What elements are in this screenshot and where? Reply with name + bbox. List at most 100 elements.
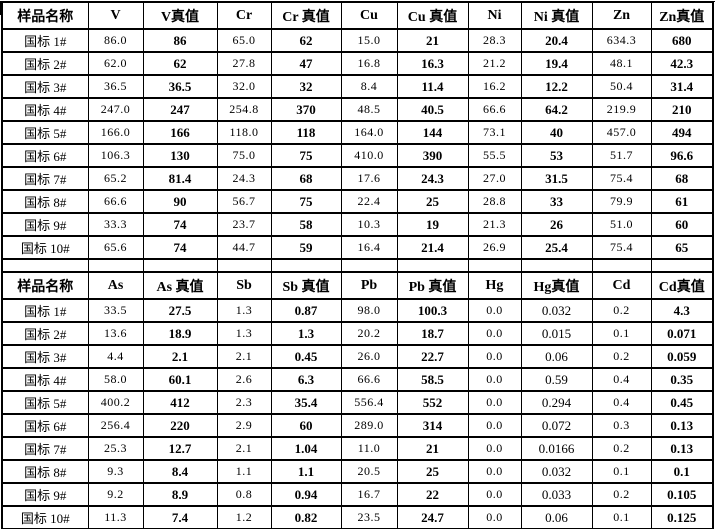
value-cell: 4.3 bbox=[650, 298, 714, 323]
table-row: 国标 2# 13.6 18.9 1.3 1.3 20.2 18.7 0.0 0.015 0.1 0.… bbox=[1, 321, 714, 346]
value-cell: 144 bbox=[396, 120, 469, 145]
value-cell: 6.3 bbox=[270, 367, 342, 392]
spacer-cell bbox=[650, 258, 714, 273]
column-header: Ni 真值 bbox=[520, 1, 593, 30]
value-cell: 1.3 bbox=[216, 298, 272, 323]
value-cell: 0.1 bbox=[650, 459, 714, 484]
value-cell: 0.4 bbox=[591, 390, 652, 415]
value-cell: 40.5 bbox=[396, 97, 469, 122]
value-cell: 68 bbox=[270, 166, 342, 191]
value-cell: 25.4 bbox=[520, 235, 593, 260]
value-cell: 0.0 bbox=[467, 413, 522, 438]
value-cell: 0.0 bbox=[467, 367, 522, 392]
column-header: Cu bbox=[340, 1, 398, 30]
value-cell: 12.2 bbox=[520, 74, 593, 99]
value-cell: 75 bbox=[270, 143, 342, 168]
value-cell: 66.6 bbox=[467, 97, 522, 122]
value-cell: 20.2 bbox=[340, 321, 398, 346]
value-cell: 0.0 bbox=[467, 459, 522, 484]
value-cell: 0.45 bbox=[270, 344, 342, 369]
value-cell: 58 bbox=[270, 212, 342, 237]
value-cell: 62.0 bbox=[87, 51, 144, 76]
value-cell: 118.0 bbox=[216, 120, 272, 145]
value-cell: 0.105 bbox=[650, 482, 714, 507]
value-cell: 0.0 bbox=[467, 482, 522, 507]
table-row: 国标 7# 25.3 12.7 2.1 1.04 11.0 21 0.0 0.0166 0.2 0.… bbox=[1, 436, 714, 461]
value-cell: 457.0 bbox=[591, 120, 652, 145]
value-cell: 166.0 bbox=[87, 120, 144, 145]
value-cell: 0.82 bbox=[270, 505, 342, 529]
value-cell: 494 bbox=[650, 120, 714, 145]
value-cell: 36.5 bbox=[87, 74, 144, 99]
sample-name-cell: 国标 7# bbox=[1, 166, 89, 191]
value-cell: 552 bbox=[396, 390, 469, 415]
sample-name-cell: 国标 5# bbox=[1, 390, 89, 415]
value-cell: 42.3 bbox=[650, 51, 714, 76]
value-cell: 0.13 bbox=[650, 436, 714, 461]
value-cell: 27.8 bbox=[216, 51, 272, 76]
value-cell: 164.0 bbox=[340, 120, 398, 145]
value-cell: 21.3 bbox=[467, 212, 522, 237]
value-cell: 66.6 bbox=[87, 189, 144, 214]
value-cell: 19 bbox=[396, 212, 469, 237]
value-cell: 20.5 bbox=[340, 459, 398, 484]
value-cell: 21 bbox=[396, 436, 469, 461]
value-cell: 410.0 bbox=[340, 143, 398, 168]
value-cell: 0.1 bbox=[591, 505, 652, 529]
sample-name-cell: 国标 9# bbox=[1, 212, 89, 237]
value-cell: 75.4 bbox=[591, 166, 652, 191]
value-cell: 60 bbox=[270, 413, 342, 438]
table-row: 国标 1# 86.0 86 65.0 62 15.0 21 28.3 20.4 634.3 680 bbox=[1, 28, 714, 53]
spacer-cell bbox=[142, 258, 218, 273]
value-cell: 4.4 bbox=[87, 344, 144, 369]
value-cell: 400.2 bbox=[87, 390, 144, 415]
value-cell: 219.9 bbox=[591, 97, 652, 122]
value-cell: 81.4 bbox=[142, 166, 218, 191]
sample-name-cell: 国标 2# bbox=[1, 321, 89, 346]
value-cell: 48.5 bbox=[340, 97, 398, 122]
table-row: 国标 6# 256.4 220 2.9 60 289.0 314 0.0 0.072 0.3 0.1… bbox=[1, 413, 714, 438]
spacer-cell bbox=[1, 258, 89, 273]
value-cell: 7.4 bbox=[142, 505, 218, 529]
value-cell: 2.3 bbox=[216, 390, 272, 415]
value-cell: 33.3 bbox=[87, 212, 144, 237]
spacer-cell bbox=[87, 258, 144, 273]
column-header: Hg真值 bbox=[520, 271, 593, 300]
value-cell: 0.13 bbox=[650, 413, 714, 438]
value-cell: 0.2 bbox=[591, 482, 652, 507]
value-cell: 15.0 bbox=[340, 28, 398, 53]
value-cell: 0.0 bbox=[467, 505, 522, 529]
value-cell: 21.4 bbox=[396, 235, 469, 260]
value-cell: 0.032 bbox=[520, 459, 593, 484]
value-cell: 2.6 bbox=[216, 367, 272, 392]
value-cell: 26.0 bbox=[340, 344, 398, 369]
value-cell: 96.6 bbox=[650, 143, 714, 168]
spacer-cell bbox=[340, 258, 398, 273]
value-cell: 66.6 bbox=[340, 367, 398, 392]
page-edge-line-top bbox=[0, 1, 715, 2]
value-cell: 26.9 bbox=[467, 235, 522, 260]
value-cell: 1.3 bbox=[216, 321, 272, 346]
sample-name-cell: 国标 3# bbox=[1, 74, 89, 99]
value-cell: 60 bbox=[650, 212, 714, 237]
column-header: 样品名称 bbox=[1, 271, 89, 300]
value-cell: 32 bbox=[270, 74, 342, 99]
column-header: As bbox=[87, 271, 144, 300]
value-cell: 256.4 bbox=[87, 413, 144, 438]
value-cell: 65.0 bbox=[216, 28, 272, 53]
value-cell: 23.5 bbox=[340, 505, 398, 529]
table-row: 国标 10# 11.3 7.4 1.2 0.82 23.5 24.7 0.0 0.06 0.1 0.… bbox=[1, 505, 714, 529]
value-cell: 36.5 bbox=[142, 74, 218, 99]
spacer-cell bbox=[396, 258, 469, 273]
value-cell: 2.1 bbox=[216, 344, 272, 369]
value-cell: 27.0 bbox=[467, 166, 522, 191]
table-row: 国标 2# 62.0 62 27.8 47 16.8 16.3 21.2 19.4 48.1 42.… bbox=[1, 51, 714, 76]
value-cell: 106.3 bbox=[87, 143, 144, 168]
value-cell: 8.9 bbox=[142, 482, 218, 507]
value-cell: 8.4 bbox=[340, 74, 398, 99]
table-row: 国标 5# 166.0 166 118.0 118 164.0 144 73.1 40 457.0… bbox=[1, 120, 714, 145]
value-cell: 86 bbox=[142, 28, 218, 53]
spacer-row bbox=[1, 258, 714, 273]
